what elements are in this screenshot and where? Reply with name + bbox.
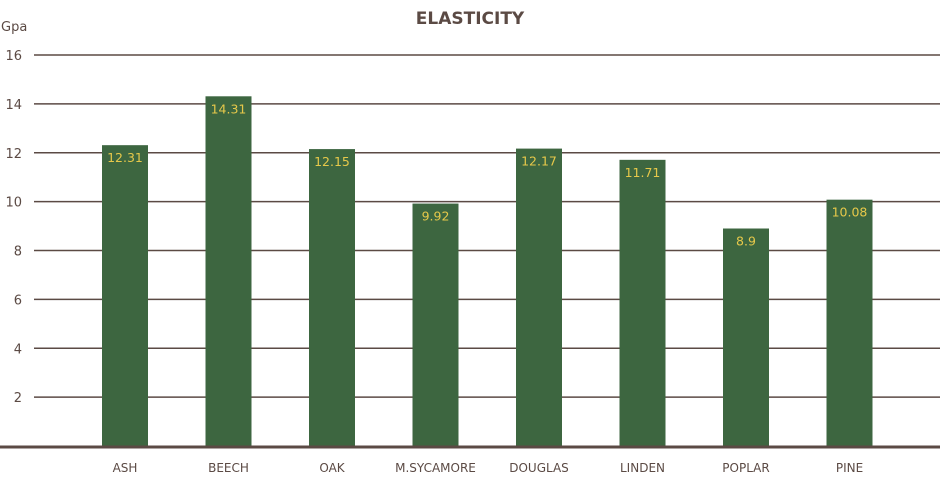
value-label: 12.31	[107, 150, 143, 165]
value-label: 12.15	[314, 154, 350, 169]
x-tick-labels: ASH BEECH OAK M.SYCAMORE DOUGLAS LINDEN POPLAR…	[113, 461, 864, 475]
bar	[205, 96, 252, 446]
bar	[309, 149, 355, 446]
y-tick-label: 8	[14, 245, 22, 260]
bar	[102, 145, 148, 446]
bar	[516, 148, 562, 446]
bar	[412, 203, 459, 446]
value-label: 14.31	[211, 101, 247, 116]
x-tick-label: LINDEN	[620, 461, 665, 475]
bar	[723, 228, 769, 446]
y-tick-label: 12	[5, 147, 22, 162]
value-label: 11.71	[625, 165, 661, 180]
gridlines: 2 4 6 8 10 12 14 16	[5, 49, 940, 406]
y-axis-label: Gpa	[1, 20, 27, 35]
y-tick-label: 10	[5, 196, 22, 211]
y-tick-label: 2	[14, 391, 22, 406]
bars: 12.31 14.31 12.15 9.92 12.17 11.71 8.9 10.08	[102, 96, 873, 447]
chart-title: ELASTICITY	[416, 9, 525, 29]
y-tick-label: 16	[5, 49, 22, 64]
x-tick-label: ASH	[113, 461, 138, 475]
value-label: 12.17	[521, 154, 557, 169]
x-tick-label: OAK	[319, 461, 345, 475]
x-tick-label: DOUGLAS	[509, 461, 569, 475]
x-tick-label: M.SYCAMORE	[395, 461, 476, 475]
x-tick-label: PINE	[836, 461, 863, 475]
y-tick-label: 14	[5, 98, 22, 113]
x-tick-label: BEECH	[208, 461, 249, 475]
value-label: 10.08	[832, 205, 868, 220]
value-label: 8.9	[736, 234, 756, 249]
value-label: 9.92	[422, 209, 450, 224]
x-tick-label: POPLAR	[722, 461, 769, 475]
bar	[826, 199, 873, 446]
y-tick-label: 6	[14, 293, 22, 308]
bar	[619, 159, 666, 447]
y-tick-label: 4	[14, 342, 22, 357]
